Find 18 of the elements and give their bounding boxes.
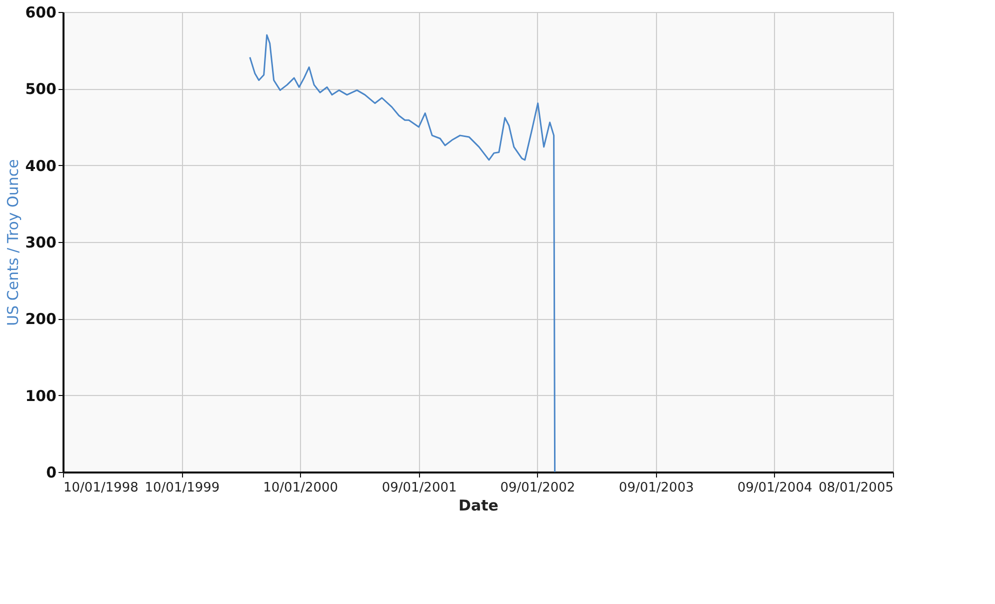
x-tick-label: 10/01/1998 (64, 480, 138, 496)
y-tick-label: 600 (25, 4, 56, 22)
x-axis-title: Date (458, 496, 498, 514)
y-tick-label: 300 (25, 234, 56, 252)
x-tick-label: 10/01/1999 (144, 480, 220, 496)
y-tick-label: 200 (25, 310, 56, 328)
x-tick-label: 09/01/2001 (382, 480, 457, 496)
y-tick-label: 100 (25, 386, 56, 405)
y-axis-title: US Cents / Troy Ounce (4, 159, 22, 326)
x-tick-label: 09/01/2003 (618, 480, 694, 496)
y-tick-label: 0 (46, 464, 56, 482)
x-tick-label: 09/01/2004 (737, 480, 812, 496)
x-tick-label: 09/01/2002 (500, 480, 576, 496)
x-tick-label: 10/01/2000 (263, 480, 338, 496)
x-tick-label: 08/01/2005 (818, 480, 894, 496)
line-series (249, 34, 556, 473)
y-tick-label: 400 (25, 156, 56, 175)
y-tick-label: 500 (25, 80, 56, 98)
